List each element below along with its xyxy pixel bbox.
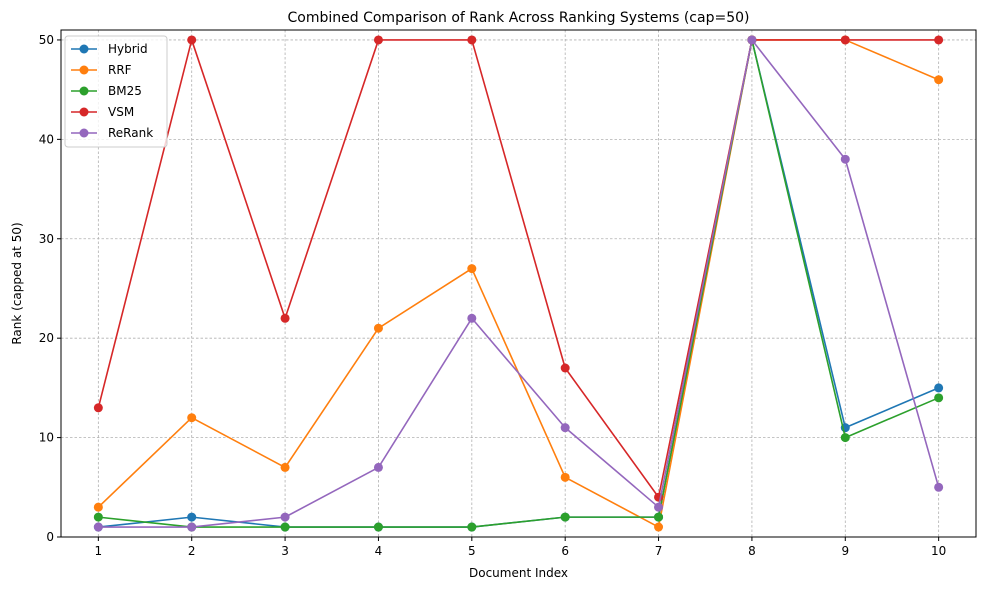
data-point-hybrid	[187, 512, 197, 522]
data-point-rrf	[187, 413, 197, 423]
series-hybrid	[93, 35, 944, 532]
data-point-bm25	[280, 522, 290, 532]
legend-item-bm25: BM25	[71, 84, 142, 98]
data-point-vsm	[280, 313, 290, 323]
legend-label: Hybrid	[108, 42, 148, 56]
y-axis-ticks: 0 10 20 30 40 50	[39, 33, 61, 544]
data-point-rrf	[280, 462, 290, 472]
x-tick-label: 3	[281, 544, 289, 558]
data-point-vsm	[467, 35, 477, 45]
legend-label: RRF	[108, 63, 132, 77]
legend-marker	[79, 107, 89, 117]
data-point-rerank	[840, 154, 850, 164]
data-point-vsm	[840, 35, 850, 45]
y-tick-label: 40	[39, 132, 54, 146]
y-tick-label: 20	[39, 331, 54, 345]
data-point-bm25	[934, 393, 944, 403]
data-point-vsm	[560, 363, 570, 373]
x-tick-label: 9	[841, 544, 849, 558]
series-vsm	[93, 35, 944, 502]
legend-label: ReRank	[108, 126, 153, 140]
series-line-rrf	[97, 39, 939, 528]
data-point-bm25	[467, 522, 477, 532]
series-rrf	[93, 35, 944, 532]
x-tick-label: 2	[188, 544, 196, 558]
series-line-hybrid	[98, 39, 939, 528]
chart-title: Combined Comparison of Rank Across Ranki…	[288, 10, 750, 26]
data-point-rerank	[934, 482, 944, 492]
plot-frame	[60, 29, 977, 538]
series-line-vsm	[97, 39, 939, 499]
legend-box	[64, 35, 168, 148]
data-point-rerank	[187, 522, 197, 532]
data-point-vsm	[934, 35, 944, 45]
legend-marker	[79, 86, 89, 96]
legend-marker	[79, 44, 89, 54]
data-point-rerank	[280, 512, 290, 522]
legend-label: BM25	[108, 84, 142, 98]
y-tick-label: 0	[46, 530, 54, 544]
data-point-rrf	[654, 522, 664, 532]
series-layer	[93, 35, 944, 532]
data-point-rerank	[654, 502, 664, 512]
y-tick-label: 50	[39, 33, 54, 47]
x-tick-label: 4	[375, 544, 383, 558]
x-axis-ticks: 1 2 3 4 5 6 7 8 9 10	[95, 537, 946, 558]
data-point-vsm	[187, 35, 197, 45]
data-point-rerank	[747, 35, 757, 45]
data-point-rrf	[467, 264, 477, 274]
data-point-rerank	[93, 522, 103, 532]
data-point-rerank	[467, 313, 477, 323]
x-tick-label: 8	[748, 544, 756, 558]
data-point-rrf	[560, 472, 570, 482]
data-point-rrf	[373, 323, 383, 333]
data-point-vsm	[373, 35, 383, 45]
x-axis-label: Document Index	[469, 566, 568, 580]
x-tick-label: 10	[931, 544, 946, 558]
data-point-vsm	[93, 403, 103, 413]
y-tick-label: 30	[39, 232, 54, 246]
data-point-rrf	[934, 75, 944, 85]
legend-item-vsm: VSM	[71, 105, 134, 119]
data-point-rerank	[373, 462, 383, 472]
series-line-bm25	[98, 39, 939, 528]
x-tick-label: 7	[655, 544, 663, 558]
legend-item-hybrid: Hybrid	[71, 42, 148, 56]
x-tick-label: 5	[468, 544, 476, 558]
legend-marker	[79, 128, 89, 138]
legend-item-rrf: RRF	[71, 63, 132, 77]
grid	[61, 30, 976, 538]
legend-item-rerank: ReRank	[71, 126, 153, 140]
legend-marker	[79, 65, 89, 75]
x-tick-label: 6	[561, 544, 569, 558]
series-bm25	[93, 35, 944, 532]
data-point-rrf	[93, 502, 103, 512]
data-point-bm25	[373, 522, 383, 532]
x-tick-label: 1	[95, 544, 103, 558]
legend-label: VSM	[108, 105, 134, 119]
data-point-bm25	[560, 512, 570, 522]
data-point-bm25	[840, 433, 850, 443]
series-line-rerank	[98, 39, 940, 528]
data-point-bm25	[654, 512, 664, 522]
y-axis-label: Rank (capped at 50)	[10, 222, 24, 344]
data-point-hybrid	[934, 383, 944, 393]
data-point-rerank	[560, 423, 570, 433]
series-rerank	[93, 35, 944, 532]
data-point-bm25	[93, 512, 103, 522]
y-tick-label: 10	[39, 431, 54, 445]
legend: Hybrid RRF BM25 VSM ReRank	[64, 35, 168, 148]
